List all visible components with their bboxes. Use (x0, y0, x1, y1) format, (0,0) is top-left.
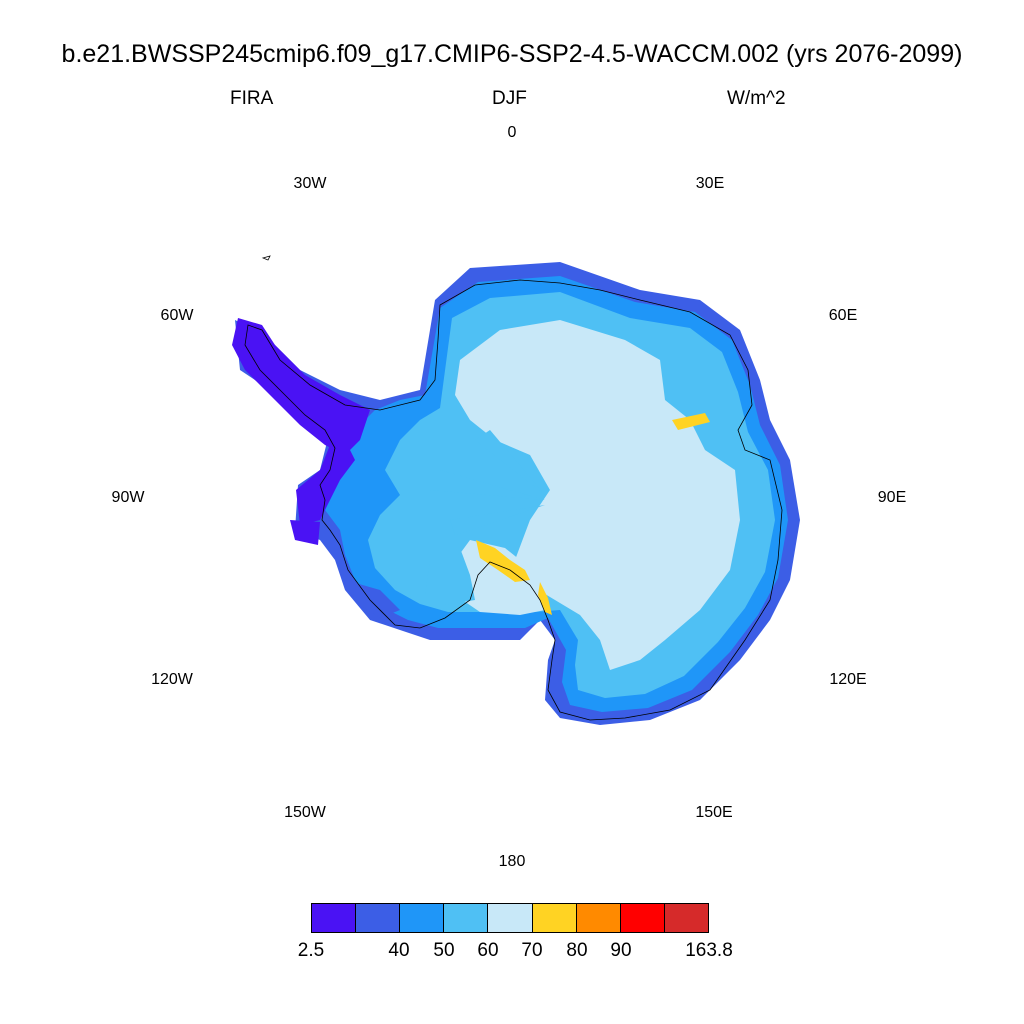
lon-label-90w: 90W (111, 489, 145, 506)
colorbar-label: 2.5 (297, 940, 325, 961)
colorbar (311, 903, 709, 933)
continent-fill (232, 262, 800, 725)
antarctic-peninsula (232, 318, 370, 455)
season-label: DJF (492, 88, 527, 109)
colorbar-label: 40 (388, 940, 410, 961)
colorbar-swatch-5 (532, 904, 577, 932)
lon-label-30e: 30E (695, 175, 725, 192)
colorbar-swatch-7 (620, 904, 665, 932)
lon-label-150e: 150E (695, 804, 733, 821)
lon-label-60w: 60W (160, 307, 194, 324)
lon-label-150w: 150W (284, 804, 326, 821)
colorbar-label: 90 (610, 940, 632, 961)
colorbar-swatch-4 (488, 904, 533, 932)
warm-patch-east (672, 413, 710, 430)
lon-label-60e: 60E (828, 307, 858, 324)
colorbar-swatch-3 (444, 904, 489, 932)
colorbar-label: 60 (477, 940, 499, 961)
lon-label-0: 0 (507, 124, 517, 141)
plot-title: b.e21.BWSSP245cmip6.f09_g17.CMIP6-SSP2-4… (61, 40, 963, 68)
colorbar-label: 80 (566, 940, 588, 961)
warm-patch-ross (476, 540, 530, 582)
colorbar-label: 50 (433, 940, 455, 961)
lon-label-180: 180 (498, 853, 526, 870)
colorbar-swatch-8 (664, 904, 708, 932)
units-label: W/m^2 (727, 88, 786, 109)
variable-label: FIRA (230, 88, 274, 109)
colorbar-swatch-0 (312, 904, 357, 932)
colorbar-label: 70 (521, 940, 543, 961)
coastline (244, 279, 783, 721)
colorbar-swatch-1 (356, 904, 401, 932)
colorbar-swatch-6 (576, 904, 621, 932)
lon-label-90e: 90E (877, 489, 907, 506)
lon-label-30w: 30W (293, 175, 327, 192)
lon-label-120e: 120E (829, 671, 867, 688)
colorbar-label: 163.8 (685, 940, 733, 961)
colorbar-swatch-2 (400, 904, 445, 932)
lon-label-120w: 120W (151, 671, 193, 688)
island-outline (261, 255, 271, 261)
